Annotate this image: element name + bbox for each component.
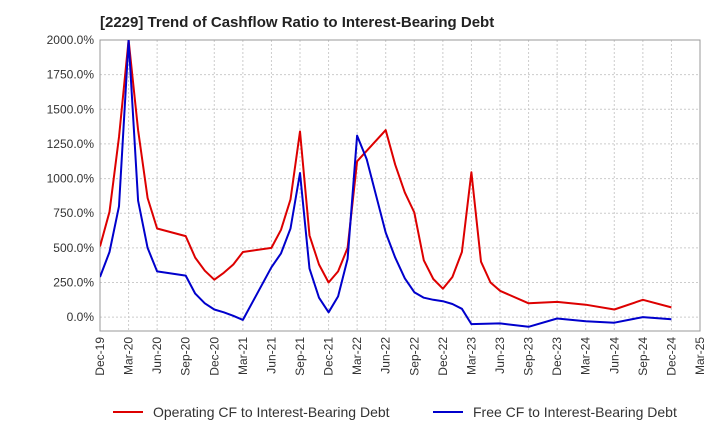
x-tick-label: Sep-21 — [293, 337, 307, 376]
x-tick-label: Jun-21 — [264, 337, 278, 374]
x-tick-label: Sep-22 — [407, 337, 421, 376]
x-tick-label: Mar-20 — [122, 337, 136, 375]
y-tick-label: 1250.0% — [47, 137, 95, 151]
legend-label-free-cf: Free CF to Interest-Bearing Debt — [473, 404, 677, 420]
x-tick-label: Dec-19 — [93, 337, 107, 376]
x-tick-label: Dec-21 — [322, 337, 336, 376]
y-tick-label: 250.0% — [53, 276, 94, 290]
tick-layer: 0.0% 250.0% 500.0% 750.0% 1000.0% 1250.0% 1500… — [47, 33, 707, 376]
chart-svg: 0.0% 250.0% 500.0% 750.0% 1000.0% 1250.0% 1500… — [47, 33, 707, 376]
x-tick-label: Jun-23 — [493, 337, 507, 374]
x-tick-label: Dec-20 — [207, 337, 221, 376]
chart-legend: Operating CF to Interest-Bearing Debt Fr… — [0, 404, 720, 426]
y-tick-label: 1750.0% — [47, 68, 95, 82]
x-tick-label: Dec-24 — [664, 337, 678, 376]
plot-frame — [99, 39, 701, 332]
x-tick-label: Mar-22 — [350, 337, 364, 375]
y-tick-label: 750.0% — [53, 206, 94, 220]
x-tick-label: Sep-24 — [636, 337, 650, 376]
legend-label-operating-cf: Operating CF to Interest-Bearing Debt — [153, 404, 390, 420]
x-tick-label: Sep-20 — [179, 337, 193, 376]
y-tick-label: 0.0% — [67, 310, 95, 324]
x-tick-label: Dec-22 — [436, 337, 450, 376]
legend-swatch-operating-cf — [113, 411, 143, 413]
chart-title: [2229] Trend of Cashflow Ratio to Intere… — [100, 14, 495, 31]
x-tick-label: Jun-22 — [379, 337, 393, 374]
x-tick-label: Jun-24 — [607, 337, 621, 374]
x-tick-label: Jun-20 — [150, 337, 164, 374]
series-line-free-cf — [100, 40, 672, 328]
axis-layer — [99, 39, 701, 332]
x-tick-label: Dec-23 — [550, 337, 564, 376]
y-tick-label: 2000.0% — [47, 33, 95, 47]
legend-item-free-cf: Free CF to Interest-Bearing Debt — [433, 404, 677, 420]
series-line-operating-cf — [100, 40, 672, 311]
x-tick-label: Mar-21 — [236, 337, 250, 375]
y-tick-label: 1000.0% — [47, 172, 95, 186]
series-layer — [100, 40, 672, 328]
grid-layer — [99, 39, 701, 331]
legend-item-operating-cf: Operating CF to Interest-Bearing Debt — [113, 404, 390, 420]
x-tick-label: Mar-25 — [693, 337, 707, 375]
y-tick-label: 500.0% — [53, 241, 94, 255]
x-tick-label: Mar-23 — [464, 337, 478, 375]
x-tick-label: Mar-24 — [579, 337, 593, 375]
y-tick-label: 1500.0% — [47, 102, 95, 116]
x-tick-label: Sep-23 — [522, 337, 536, 376]
legend-swatch-free-cf — [433, 411, 463, 413]
